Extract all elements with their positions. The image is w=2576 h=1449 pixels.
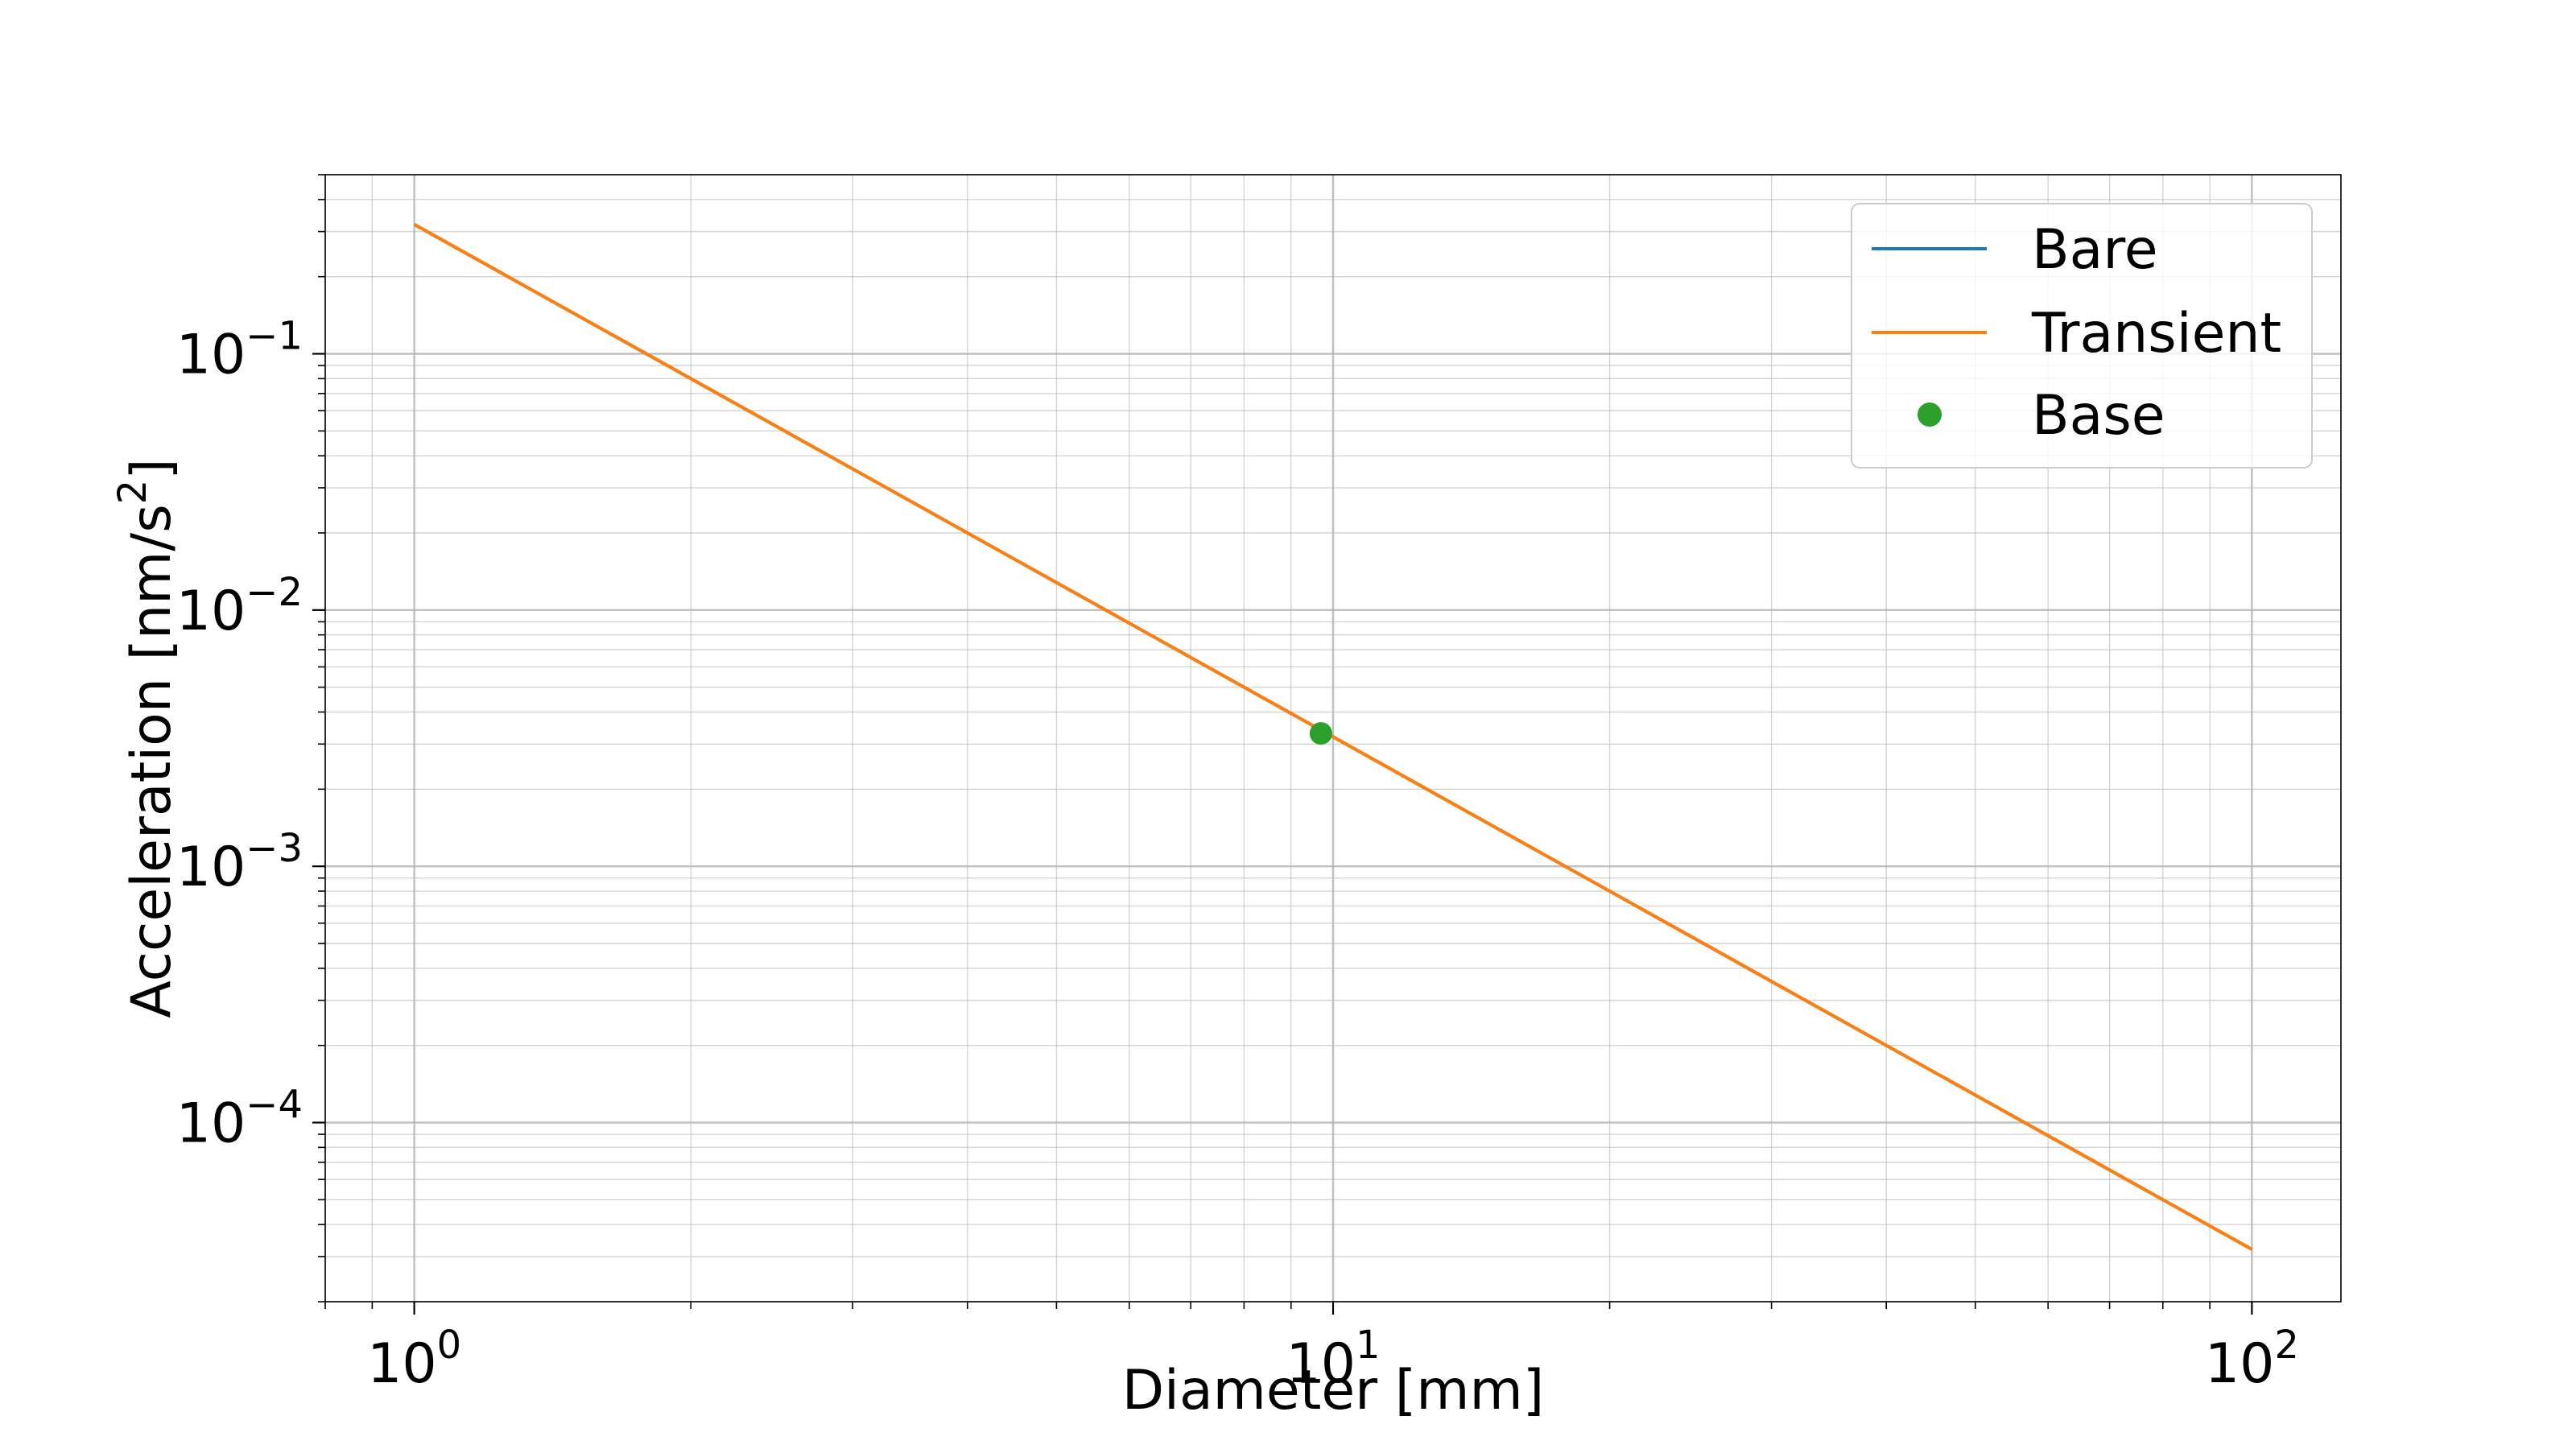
tick-labels: 100 101 102 10−4 10−3 10−2 10−1	[176, 314, 2299, 1396]
y-tick-label: 10−4	[176, 1082, 303, 1155]
x-tick-label: 101	[1286, 1323, 1380, 1396]
legend-box	[1851, 203, 2313, 469]
x-tick-label: 100	[367, 1323, 461, 1396]
y-axis-title: Acceleration [nm/s2]	[110, 458, 184, 1018]
legend-label-base: Base	[2032, 384, 2165, 448]
x-axis-title: Diameter [mm]	[1122, 1359, 1545, 1422]
y-tick-label: 10−1	[176, 314, 303, 387]
legend-label-transient: Transient	[2031, 302, 2281, 365]
ticks	[312, 174, 2253, 1315]
y-axis-title-main: Acceleration [nm/s	[120, 504, 184, 1018]
y-axis-title-sup: 2	[110, 480, 155, 505]
grid-major	[325, 175, 2341, 1302]
y-tick-label: 10−2	[176, 570, 303, 643]
legend-swatch-base	[1918, 402, 1942, 427]
legend: Bare Transient Base	[1851, 203, 2313, 469]
y-tick-label: 10−3	[176, 826, 303, 899]
legend-label-bare: Bare	[2032, 218, 2158, 282]
series-layer	[413, 222, 2253, 1251]
series-point-base	[1309, 722, 1332, 745]
series-line-transient	[413, 222, 2253, 1251]
x-tick-label: 102	[2205, 1323, 2299, 1396]
y-axis-title-end: ]	[120, 458, 184, 480]
